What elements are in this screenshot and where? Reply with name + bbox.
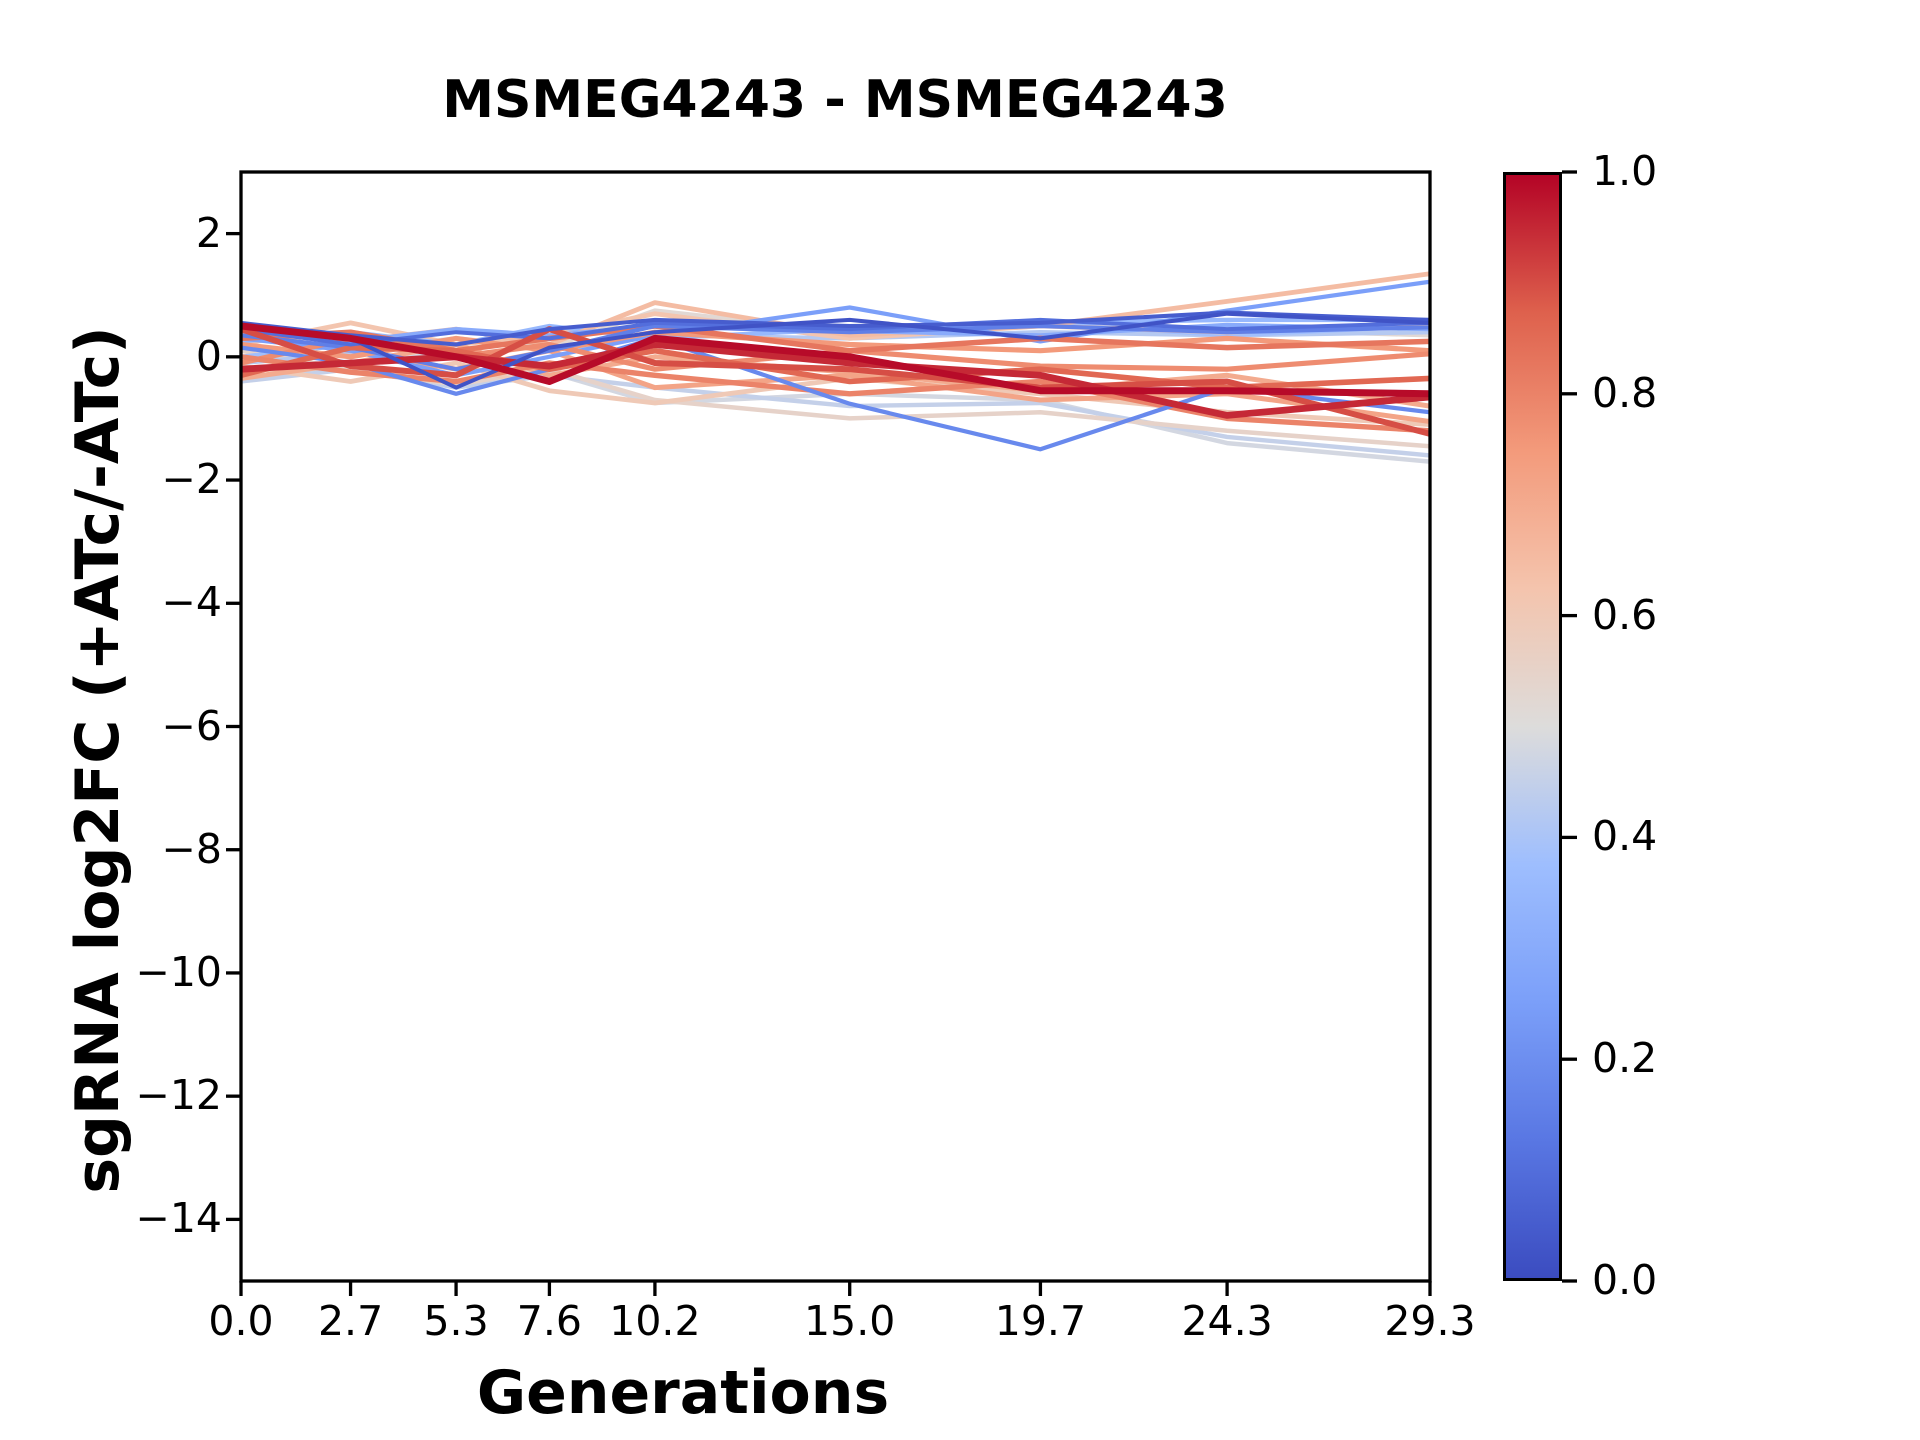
y-tick-label: −2 [161,455,222,504]
chart-title: MSMEG4243 - MSMEG4243 [442,70,1228,130]
colorbar-tick-label: 0.0 [1592,1256,1658,1304]
colorbar-gradient [1503,172,1562,1281]
colorbar-tick-label: 0.2 [1592,1034,1658,1083]
y-tick-label: 0 [195,331,222,380]
colorbar-tick-label: 1.0 [1592,147,1658,195]
colorbar-tick-label: 0.4 [1592,812,1658,861]
x-tick-label: 24.3 [1181,1297,1273,1345]
x-tick-label: 19.7 [994,1297,1087,1345]
colorbar-tick-label: 0.8 [1592,368,1658,417]
y-tick-label: −6 [161,701,222,750]
series-line [241,311,1430,390]
x-tick-label: 0.0 [208,1297,274,1345]
y-tick-label: −10 [135,947,222,996]
y-tick-label: −12 [135,1071,222,1120]
series-line [241,317,1430,347]
y-tick-label: −8 [161,824,222,873]
series-line [241,341,1430,419]
x-tick-label: 7.6 [516,1297,583,1345]
y-tick-label: −14 [135,1194,222,1243]
colorbar-tick-label: 0.6 [1592,590,1658,639]
x-tick-label: 10.2 [609,1297,701,1345]
series-line [241,322,1430,398]
series-line [241,326,1430,437]
y-tick-label: −4 [161,578,222,627]
x-axis-label: Generations [476,1358,890,1428]
x-tick-label: 5.3 [423,1297,489,1345]
x-tick-label: 29.3 [1384,1297,1476,1345]
y-tick-label: 2 [195,208,222,257]
series-line [241,310,1430,347]
x-tick-label: 2.7 [317,1297,384,1345]
x-tick-label: 15.0 [804,1297,896,1345]
